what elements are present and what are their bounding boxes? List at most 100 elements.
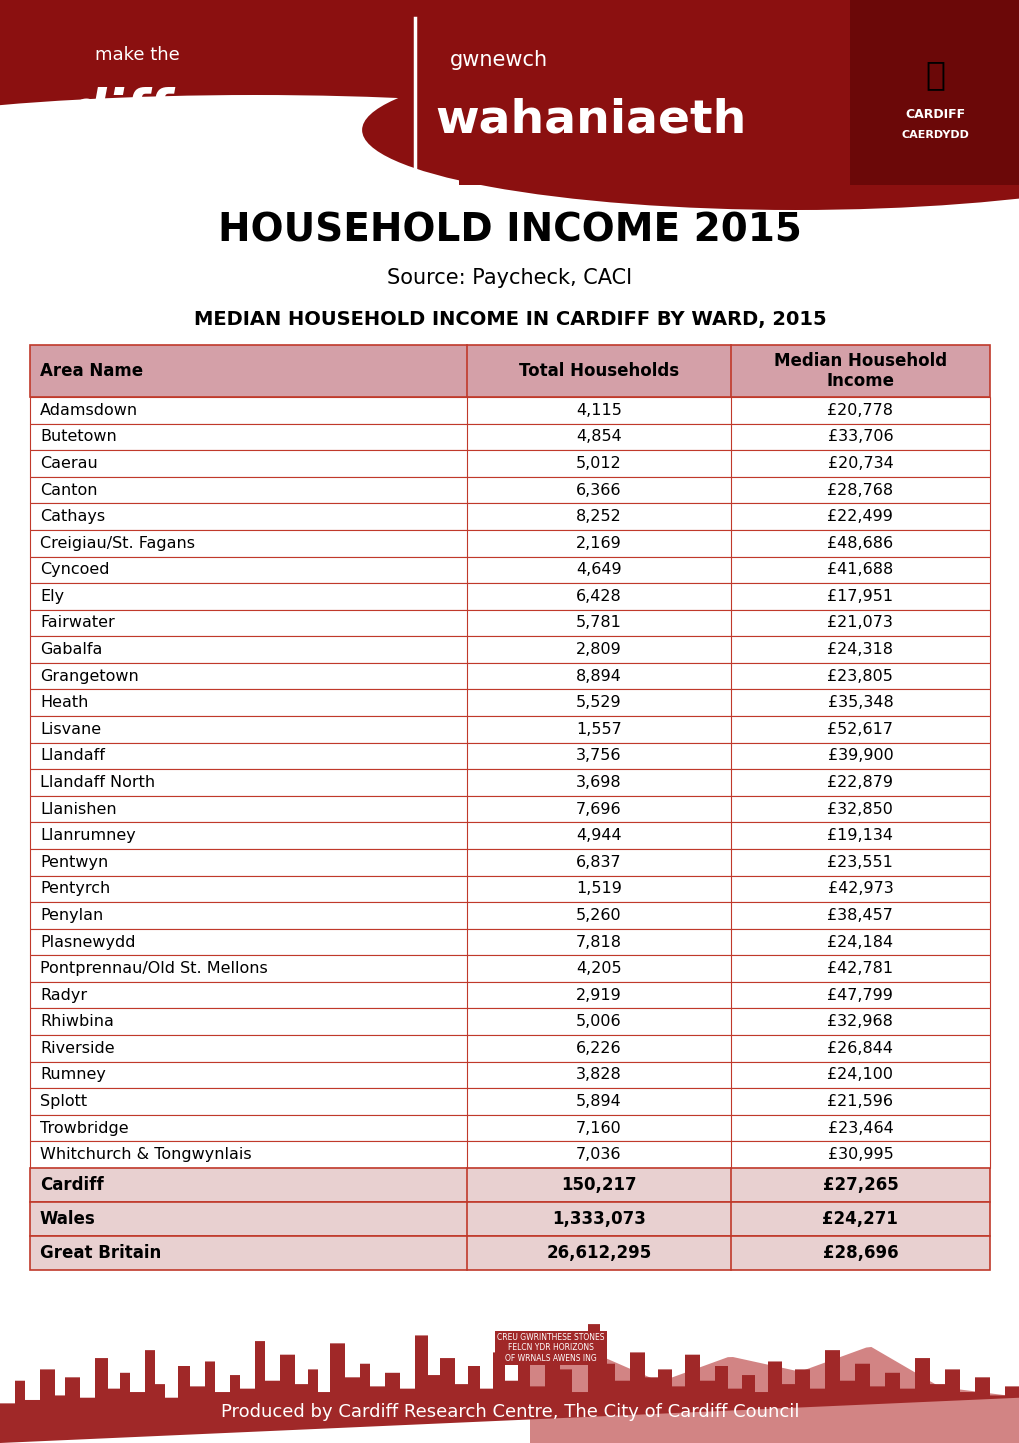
Bar — [30, 1062, 989, 1088]
Text: Creigiau/St. Fagans: Creigiau/St. Fagans — [40, 535, 195, 551]
Text: Splott: Splott — [40, 1094, 87, 1110]
Text: Caerau: Caerau — [40, 456, 98, 470]
Bar — [30, 848, 989, 876]
Bar — [0, 0, 1019, 185]
Text: 7,818: 7,818 — [576, 935, 622, 949]
Text: £42,781: £42,781 — [826, 961, 893, 975]
Text: £32,968: £32,968 — [826, 1014, 893, 1029]
Text: Ely: Ely — [40, 589, 64, 605]
Text: Rhiwbina: Rhiwbina — [40, 1014, 114, 1029]
Text: 3,756: 3,756 — [576, 749, 621, 763]
Text: Butetown: Butetown — [40, 430, 116, 444]
Text: 🐉: 🐉 — [924, 59, 944, 91]
Bar — [849, 0, 1019, 185]
Text: Llanrumney: Llanrumney — [40, 828, 136, 843]
Bar — [0, 1270, 1019, 1443]
Text: £20,778: £20,778 — [826, 403, 893, 418]
Text: £41,688: £41,688 — [826, 563, 893, 577]
Text: Produced by Cardiff Research Centre, The City of Cardiff Council: Produced by Cardiff Research Centre, The… — [220, 1403, 799, 1421]
Text: £20,734: £20,734 — [826, 456, 893, 470]
Text: £39,900: £39,900 — [826, 749, 893, 763]
Bar — [30, 1009, 989, 1035]
Text: CREU GWRINTHESE STONES
FELCN YDR HORIZONS
OF WRNALS AWENS ING: CREU GWRINTHESE STONES FELCN YDR HORIZON… — [496, 1333, 604, 1362]
Text: 2,169: 2,169 — [576, 535, 621, 551]
Text: Plasnewydd: Plasnewydd — [40, 935, 136, 949]
Text: Cathays: Cathays — [40, 509, 105, 524]
Text: MEDIAN HOUSEHOLD INCOME IN CARDIFF BY WARD, 2015: MEDIAN HOUSEHOLD INCOME IN CARDIFF BY WA… — [194, 310, 825, 329]
Text: £33,706: £33,706 — [826, 430, 893, 444]
Bar — [30, 716, 989, 743]
Bar — [30, 795, 989, 823]
Text: Area Name: Area Name — [40, 362, 143, 380]
Text: £24,184: £24,184 — [826, 935, 893, 949]
Text: Pentwyn: Pentwyn — [40, 854, 108, 870]
Text: 6,226: 6,226 — [576, 1040, 621, 1056]
Text: Cyncoed: Cyncoed — [40, 563, 109, 577]
Text: Radyr: Radyr — [40, 987, 87, 1003]
Text: 3,698: 3,698 — [576, 775, 621, 789]
Bar — [30, 690, 989, 716]
Text: £17,951: £17,951 — [826, 589, 893, 605]
Text: 5,260: 5,260 — [576, 908, 621, 924]
Text: £42,973: £42,973 — [826, 882, 893, 896]
Bar — [30, 530, 989, 557]
Text: Llandaff: Llandaff — [40, 749, 105, 763]
Text: Pontprennau/Old St. Mellons: Pontprennau/Old St. Mellons — [40, 961, 268, 975]
Text: £22,499: £22,499 — [826, 509, 893, 524]
Text: 26,612,295: 26,612,295 — [545, 1244, 651, 1263]
Text: £24,271: £24,271 — [821, 1211, 898, 1228]
Text: Total Households: Total Households — [519, 362, 679, 380]
Text: 7,036: 7,036 — [576, 1147, 621, 1162]
Text: 6,837: 6,837 — [576, 854, 621, 870]
Text: 4,854: 4,854 — [576, 430, 621, 444]
Text: Riverside: Riverside — [40, 1040, 114, 1056]
Text: make the: make the — [95, 46, 179, 63]
Text: 7,696: 7,696 — [576, 801, 621, 817]
Text: Lisvane: Lisvane — [40, 722, 101, 737]
Text: £21,073: £21,073 — [826, 616, 893, 631]
Bar — [30, 450, 989, 476]
Bar — [30, 397, 989, 424]
Bar — [30, 929, 989, 955]
Text: £52,617: £52,617 — [826, 722, 893, 737]
Bar — [30, 1088, 989, 1115]
Text: £48,686: £48,686 — [826, 535, 893, 551]
Bar — [30, 610, 989, 636]
Bar — [30, 823, 989, 848]
Text: HOUSEHOLD INCOME 2015: HOUSEHOLD INCOME 2015 — [218, 211, 801, 250]
Text: Wales: Wales — [40, 1211, 96, 1228]
Text: 5,781: 5,781 — [576, 616, 622, 631]
Text: Fairwater: Fairwater — [40, 616, 115, 631]
Bar — [30, 583, 989, 610]
Bar — [30, 955, 989, 981]
Text: 3,828: 3,828 — [576, 1068, 621, 1082]
Text: 1,557: 1,557 — [576, 722, 621, 737]
Text: £22,879: £22,879 — [826, 775, 893, 789]
Text: £23,551: £23,551 — [826, 854, 893, 870]
Text: Great Britain: Great Britain — [40, 1244, 161, 1263]
Text: wahaniaeth: wahaniaeth — [434, 98, 746, 143]
Bar — [459, 0, 1019, 185]
Text: 4,944: 4,944 — [576, 828, 621, 843]
Text: 5,006: 5,006 — [576, 1014, 621, 1029]
Text: 4,205: 4,205 — [576, 961, 621, 975]
Bar — [30, 1141, 989, 1167]
Text: £32,850: £32,850 — [826, 801, 893, 817]
Ellipse shape — [0, 95, 713, 215]
Text: erence: erence — [195, 97, 337, 139]
Bar — [30, 981, 989, 1009]
Text: Source: Paycheck, CACI: Source: Paycheck, CACI — [387, 268, 632, 289]
Text: gwnewch: gwnewch — [449, 51, 547, 71]
Text: £38,457: £38,457 — [826, 908, 893, 924]
Bar — [30, 1202, 989, 1237]
Bar — [30, 769, 989, 795]
Text: Pentyrch: Pentyrch — [40, 882, 110, 896]
Text: 7,160: 7,160 — [576, 1121, 621, 1136]
Text: CAERDYDD: CAERDYDD — [900, 130, 968, 140]
Text: Median Household
Income: Median Household Income — [773, 352, 946, 391]
Text: £19,134: £19,134 — [826, 828, 893, 843]
Text: 8,894: 8,894 — [576, 668, 622, 684]
Text: Penylan: Penylan — [40, 908, 103, 924]
Text: £28,768: £28,768 — [826, 482, 893, 498]
Text: 8,252: 8,252 — [576, 509, 621, 524]
